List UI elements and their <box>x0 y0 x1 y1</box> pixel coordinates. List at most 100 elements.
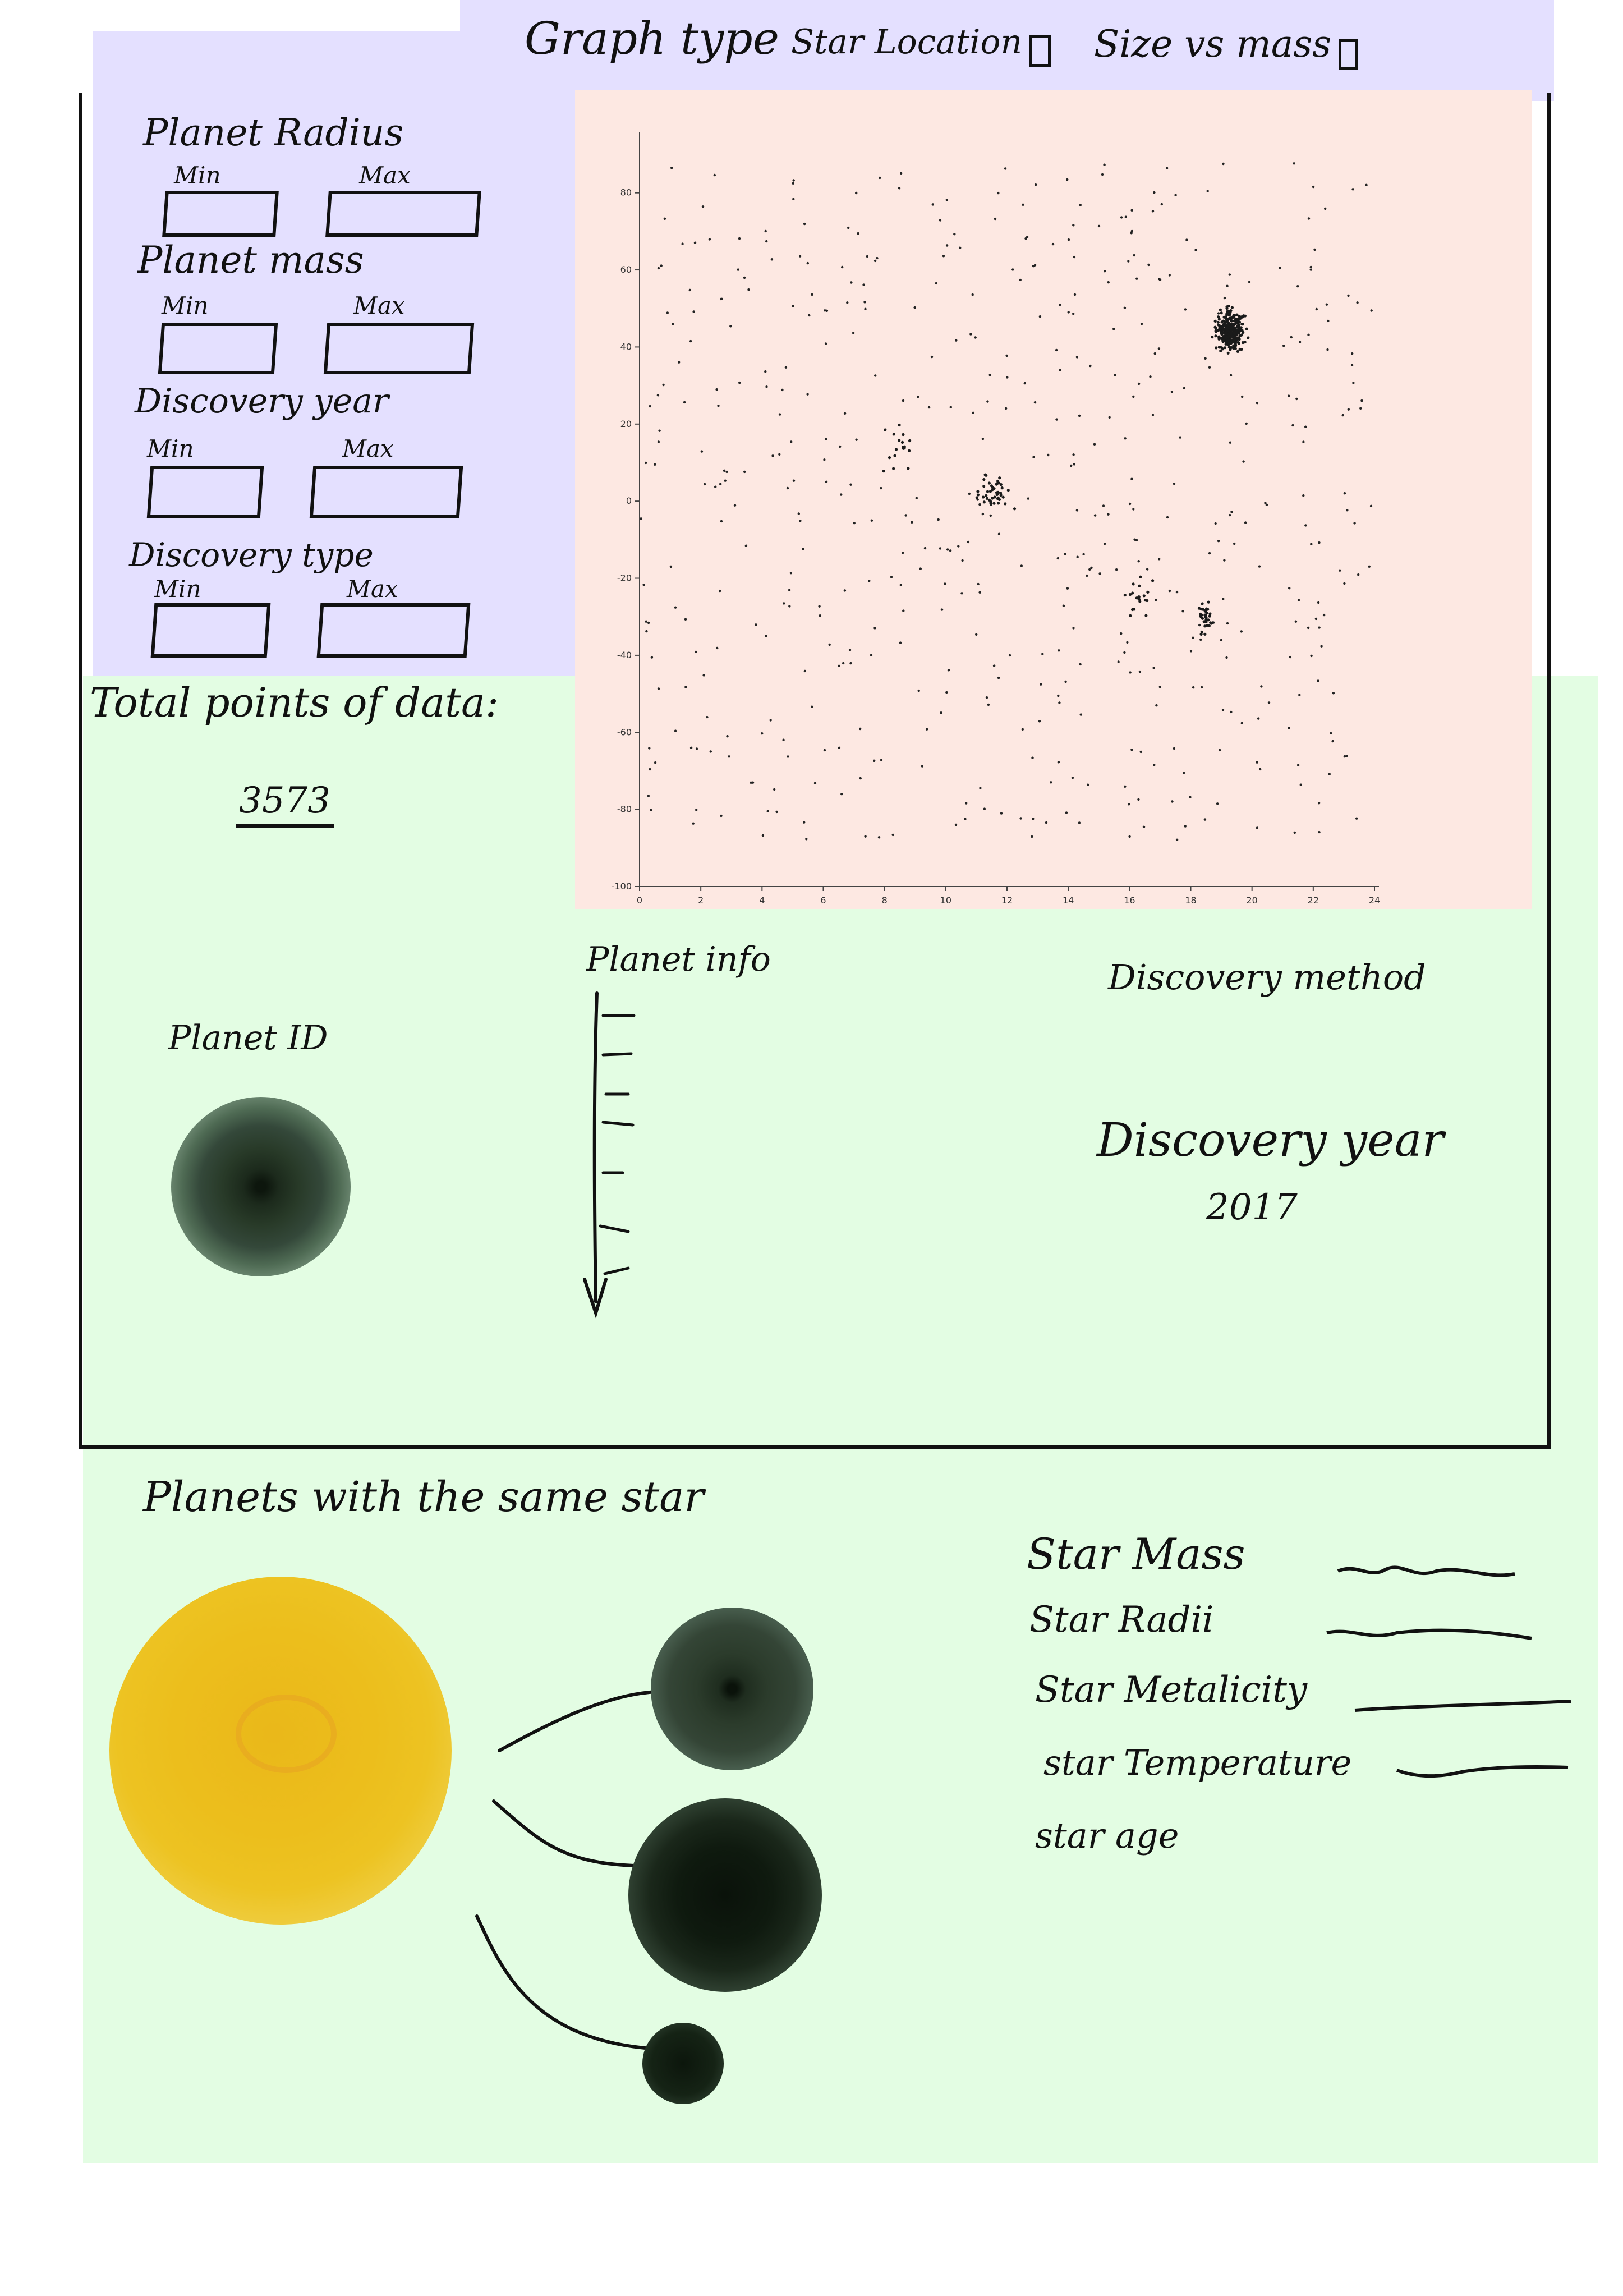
selected-planet[interactable] <box>171 1097 351 1276</box>
data-point <box>917 395 919 398</box>
data-point <box>1173 483 1176 485</box>
data-point <box>976 493 980 497</box>
data-point <box>1135 539 1138 541</box>
data-point <box>654 463 656 466</box>
data-point <box>1221 709 1225 711</box>
data-point <box>803 222 806 226</box>
x-tick-label: 12 <box>1001 895 1013 906</box>
data-point <box>1242 460 1245 463</box>
data-point <box>813 782 817 784</box>
data-point <box>976 490 980 493</box>
data-point <box>1103 163 1106 166</box>
data-point <box>1184 308 1187 311</box>
data-point <box>1175 838 1179 842</box>
data-point <box>1064 680 1067 683</box>
data-point <box>961 559 964 562</box>
data-point <box>1339 569 1341 572</box>
x-tick-label: 24 <box>1369 895 1380 906</box>
max-label: Max <box>342 435 394 462</box>
data-point <box>1171 800 1174 803</box>
data-point <box>647 621 650 624</box>
max-label: Max <box>353 292 405 319</box>
data-point <box>1199 632 1203 636</box>
data-point <box>1129 671 1132 674</box>
planet-radius-min-input[interactable] <box>162 191 279 237</box>
data-point <box>1302 494 1305 497</box>
data-point <box>1204 616 1208 619</box>
data-point <box>1220 331 1223 334</box>
data-point <box>771 454 774 457</box>
data-point <box>1289 655 1291 659</box>
data-point <box>898 423 901 427</box>
discovery-type-max-input[interactable] <box>316 603 471 658</box>
scatter-chart[interactable]: 0 2 4 6 8 10 12 14 16 18 20 22 24806040200-20-40-60-… <box>575 90 1532 909</box>
data-point <box>1142 825 1146 829</box>
data-point <box>719 483 722 485</box>
data-point <box>1071 777 1074 779</box>
data-point <box>1123 306 1127 309</box>
data-point <box>1236 350 1239 353</box>
header-band <box>460 0 1554 101</box>
data-point <box>876 256 879 260</box>
data-point <box>701 205 705 208</box>
data-point <box>765 635 767 637</box>
data-point <box>1132 508 1135 511</box>
data-point <box>870 519 873 522</box>
planet-info-scroll[interactable] <box>578 988 651 1335</box>
planet-mass-max-input[interactable] <box>323 323 475 374</box>
discovery-year-min-input[interactable] <box>146 466 264 518</box>
sibling-planet-3[interactable] <box>642 2023 724 2104</box>
data-point <box>802 548 804 550</box>
data-point <box>738 381 741 384</box>
data-point <box>1245 422 1248 425</box>
data-point <box>1330 732 1332 735</box>
data-point <box>1079 713 1082 716</box>
data-point <box>806 393 809 396</box>
filter-title: Planet Radius <box>143 111 404 154</box>
data-point <box>874 374 877 377</box>
option-star-location[interactable]: Star Location <box>791 22 1051 67</box>
option-size-vs-mass-label: Size vs mass <box>1094 22 1331 66</box>
max-label: Max <box>359 162 411 189</box>
sibling-planet-1[interactable] <box>651 1608 813 1770</box>
data-point <box>1217 323 1220 327</box>
data-point <box>1221 326 1225 330</box>
data-point <box>805 838 808 841</box>
min-label: Min <box>174 162 221 189</box>
data-point <box>1293 162 1295 165</box>
data-point <box>1166 516 1169 519</box>
data-point <box>1055 348 1058 352</box>
data-point <box>1345 755 1348 757</box>
planet-mass-min-input[interactable] <box>158 323 278 374</box>
data-point <box>1229 374 1233 376</box>
data-point <box>908 439 912 443</box>
data-point <box>1235 318 1239 321</box>
data-point <box>1331 740 1334 743</box>
data-point <box>788 605 791 608</box>
sibling-planet-2[interactable] <box>628 1798 822 1992</box>
data-point <box>1248 281 1251 283</box>
data-point <box>968 492 971 495</box>
discovery-type-min-input[interactable] <box>150 603 271 658</box>
data-point <box>848 649 852 651</box>
discovery-year-max-input[interactable] <box>309 466 463 518</box>
data-point <box>1183 387 1186 389</box>
data-point <box>1203 632 1207 636</box>
data-point <box>1131 608 1134 612</box>
data-point <box>1151 579 1155 582</box>
size-vs-mass-checkbox[interactable] <box>1339 39 1358 70</box>
data-point <box>1318 802 1321 805</box>
data-point <box>999 483 1003 486</box>
data-point <box>1227 342 1231 346</box>
data-point <box>850 281 853 284</box>
data-point <box>870 654 873 656</box>
data-point <box>1031 835 1033 838</box>
data-point <box>1332 692 1335 695</box>
star-location-checkbox[interactable] <box>1029 35 1051 67</box>
data-point <box>1327 319 1330 323</box>
data-point <box>709 750 712 753</box>
option-size-vs-mass[interactable]: Size vs mass <box>1094 22 1358 70</box>
data-point <box>778 453 781 456</box>
data-point <box>864 307 867 310</box>
planet-radius-max-input[interactable] <box>325 191 481 237</box>
